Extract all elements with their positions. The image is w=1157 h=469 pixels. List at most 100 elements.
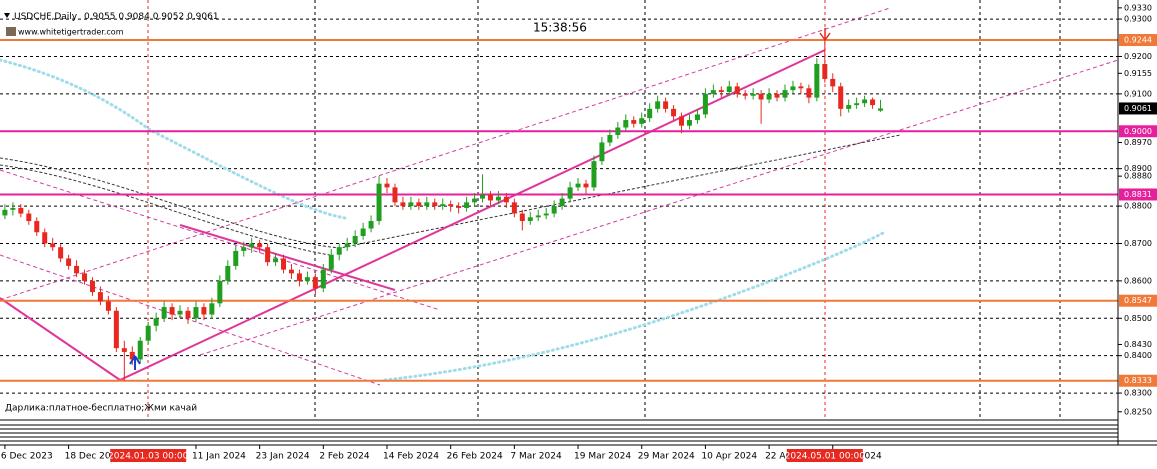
x-tick-label: 26 Feb 2024: [447, 452, 503, 462]
candle-body: [806, 88, 812, 98]
ma-line: [0, 58, 347, 220]
level-label: 0.9000: [1124, 127, 1152, 136]
candle-body: [838, 86, 844, 109]
y-tick-label: 0.8700: [1124, 239, 1152, 248]
close: 0.9061: [187, 12, 219, 22]
y-tick-label: 0.8400: [1124, 351, 1152, 360]
candle-body: [766, 93, 772, 100]
candle-body: [42, 232, 48, 244]
y-tick-label: 0.8300: [1124, 389, 1152, 398]
candle-body: [511, 202, 517, 214]
candle-body: [153, 318, 159, 326]
candle-body: [296, 273, 302, 281]
candle-body: [18, 207, 24, 214]
candle-body: [105, 301, 111, 311]
candle-body: [113, 310, 119, 349]
y-tick-label: 0.9330: [1124, 3, 1152, 12]
candle-body: [161, 307, 167, 319]
candle-body: [551, 206, 557, 214]
y-tick-label: 0.8900: [1124, 164, 1152, 173]
candle-body: [448, 204, 454, 207]
time-axis: 6 Dec 2023 18 Dec 2023 11 Jan 2024 23 Jan 2…: [1, 445, 882, 462]
ma-line: [383, 230, 887, 382]
buy-arrow: [129, 355, 141, 370]
y-tick-label: 0.8600: [1124, 276, 1152, 285]
level-label: 0.8547: [1124, 296, 1152, 305]
candle-body: [26, 213, 32, 222]
sell-arrow: [819, 28, 831, 41]
candle-body: [82, 273, 88, 281]
last-price-label: 0.9061: [1124, 104, 1152, 113]
candle-body: [679, 116, 685, 126]
candle-body: [647, 108, 653, 119]
y-tick-label: 0.9200: [1124, 52, 1152, 61]
trend-line: [179, 224, 396, 291]
candle-body: [671, 108, 677, 117]
candle-body: [273, 258, 279, 263]
candle-body: [607, 135, 613, 143]
y-tick-label: 0.9100: [1124, 89, 1152, 98]
level-label: 0.9244: [1124, 36, 1152, 45]
candle-body: [480, 194, 486, 199]
price-axis: 0.9330 0.9300 0.9200 0.9155 0.9100 0.8970 0.89…: [1118, 3, 1157, 416]
level-label-box: [1119, 125, 1157, 138]
candle-body: [782, 90, 788, 98]
x-tick-label: 7 Mar 2024: [510, 452, 562, 462]
y-tick-label: 0.8250: [1124, 407, 1152, 416]
open: 0.9055: [84, 12, 116, 22]
low: 0.9052: [153, 12, 185, 22]
levels: [0, 39, 1118, 382]
level-label-box: [1119, 374, 1157, 387]
candle-body: [217, 280, 223, 304]
candle-body: [336, 247, 342, 255]
candle-body: [249, 243, 255, 248]
menu-triangle: [4, 13, 10, 18]
candle-body: [129, 351, 135, 360]
header: USDCHF,Daily 0.9055 0.9084 0.9052 0.9061: [14, 12, 219, 22]
candle-body: [750, 93, 756, 96]
y-tick-label: 0.9300: [1124, 15, 1152, 24]
candle-body: [344, 243, 350, 248]
candle-body: [360, 228, 366, 236]
candle-body: [527, 217, 533, 222]
candle-body: [535, 215, 541, 218]
candle-body: [177, 310, 183, 315]
candle-body: [97, 292, 103, 302]
channels: [0, 7, 1118, 386]
candle-body: [575, 183, 581, 188]
candle-body: [456, 206, 462, 208]
candle-body: [50, 243, 56, 248]
x-marker-box: [786, 449, 863, 462]
x-marker-label: 2024.01.03 00:00: [108, 452, 189, 462]
level-label: 0.8333: [1124, 376, 1152, 385]
candle-body: [281, 258, 287, 270]
candle-body: [559, 198, 565, 207]
candle-body: [368, 221, 374, 229]
candle-body: [798, 86, 804, 89]
candle-body: [288, 269, 294, 274]
candle-body: [193, 307, 199, 319]
x-tick-label: 2 Feb 2024: [319, 452, 370, 462]
candle-body: [304, 277, 310, 281]
candle-body: [58, 247, 64, 259]
candle-body: [169, 307, 175, 315]
candles: [2, 40, 884, 381]
candle-body: [615, 127, 621, 136]
x-tick-label: 14 Feb 2024: [383, 452, 439, 462]
candle-body: [734, 86, 740, 94]
channel-line: [0, 254, 381, 386]
candle-body: [432, 202, 438, 207]
candle-body: [2, 209, 8, 216]
candle-body: [710, 90, 716, 94]
candle-body: [567, 187, 573, 199]
candle-body: [201, 307, 207, 315]
y-tick-label: 0.8800: [1124, 202, 1152, 211]
candle-body: [66, 258, 72, 266]
candle-body: [774, 93, 780, 98]
note: Дарлика:платное-бесплатно;Жми качай: [5, 404, 197, 414]
trend-line: [0, 164, 331, 256]
moving-averages: [0, 58, 887, 382]
level-label: 0.8831: [1124, 190, 1152, 199]
x-tick-label: 19 Mar 2024: [574, 452, 631, 462]
candle-body: [487, 194, 493, 201]
